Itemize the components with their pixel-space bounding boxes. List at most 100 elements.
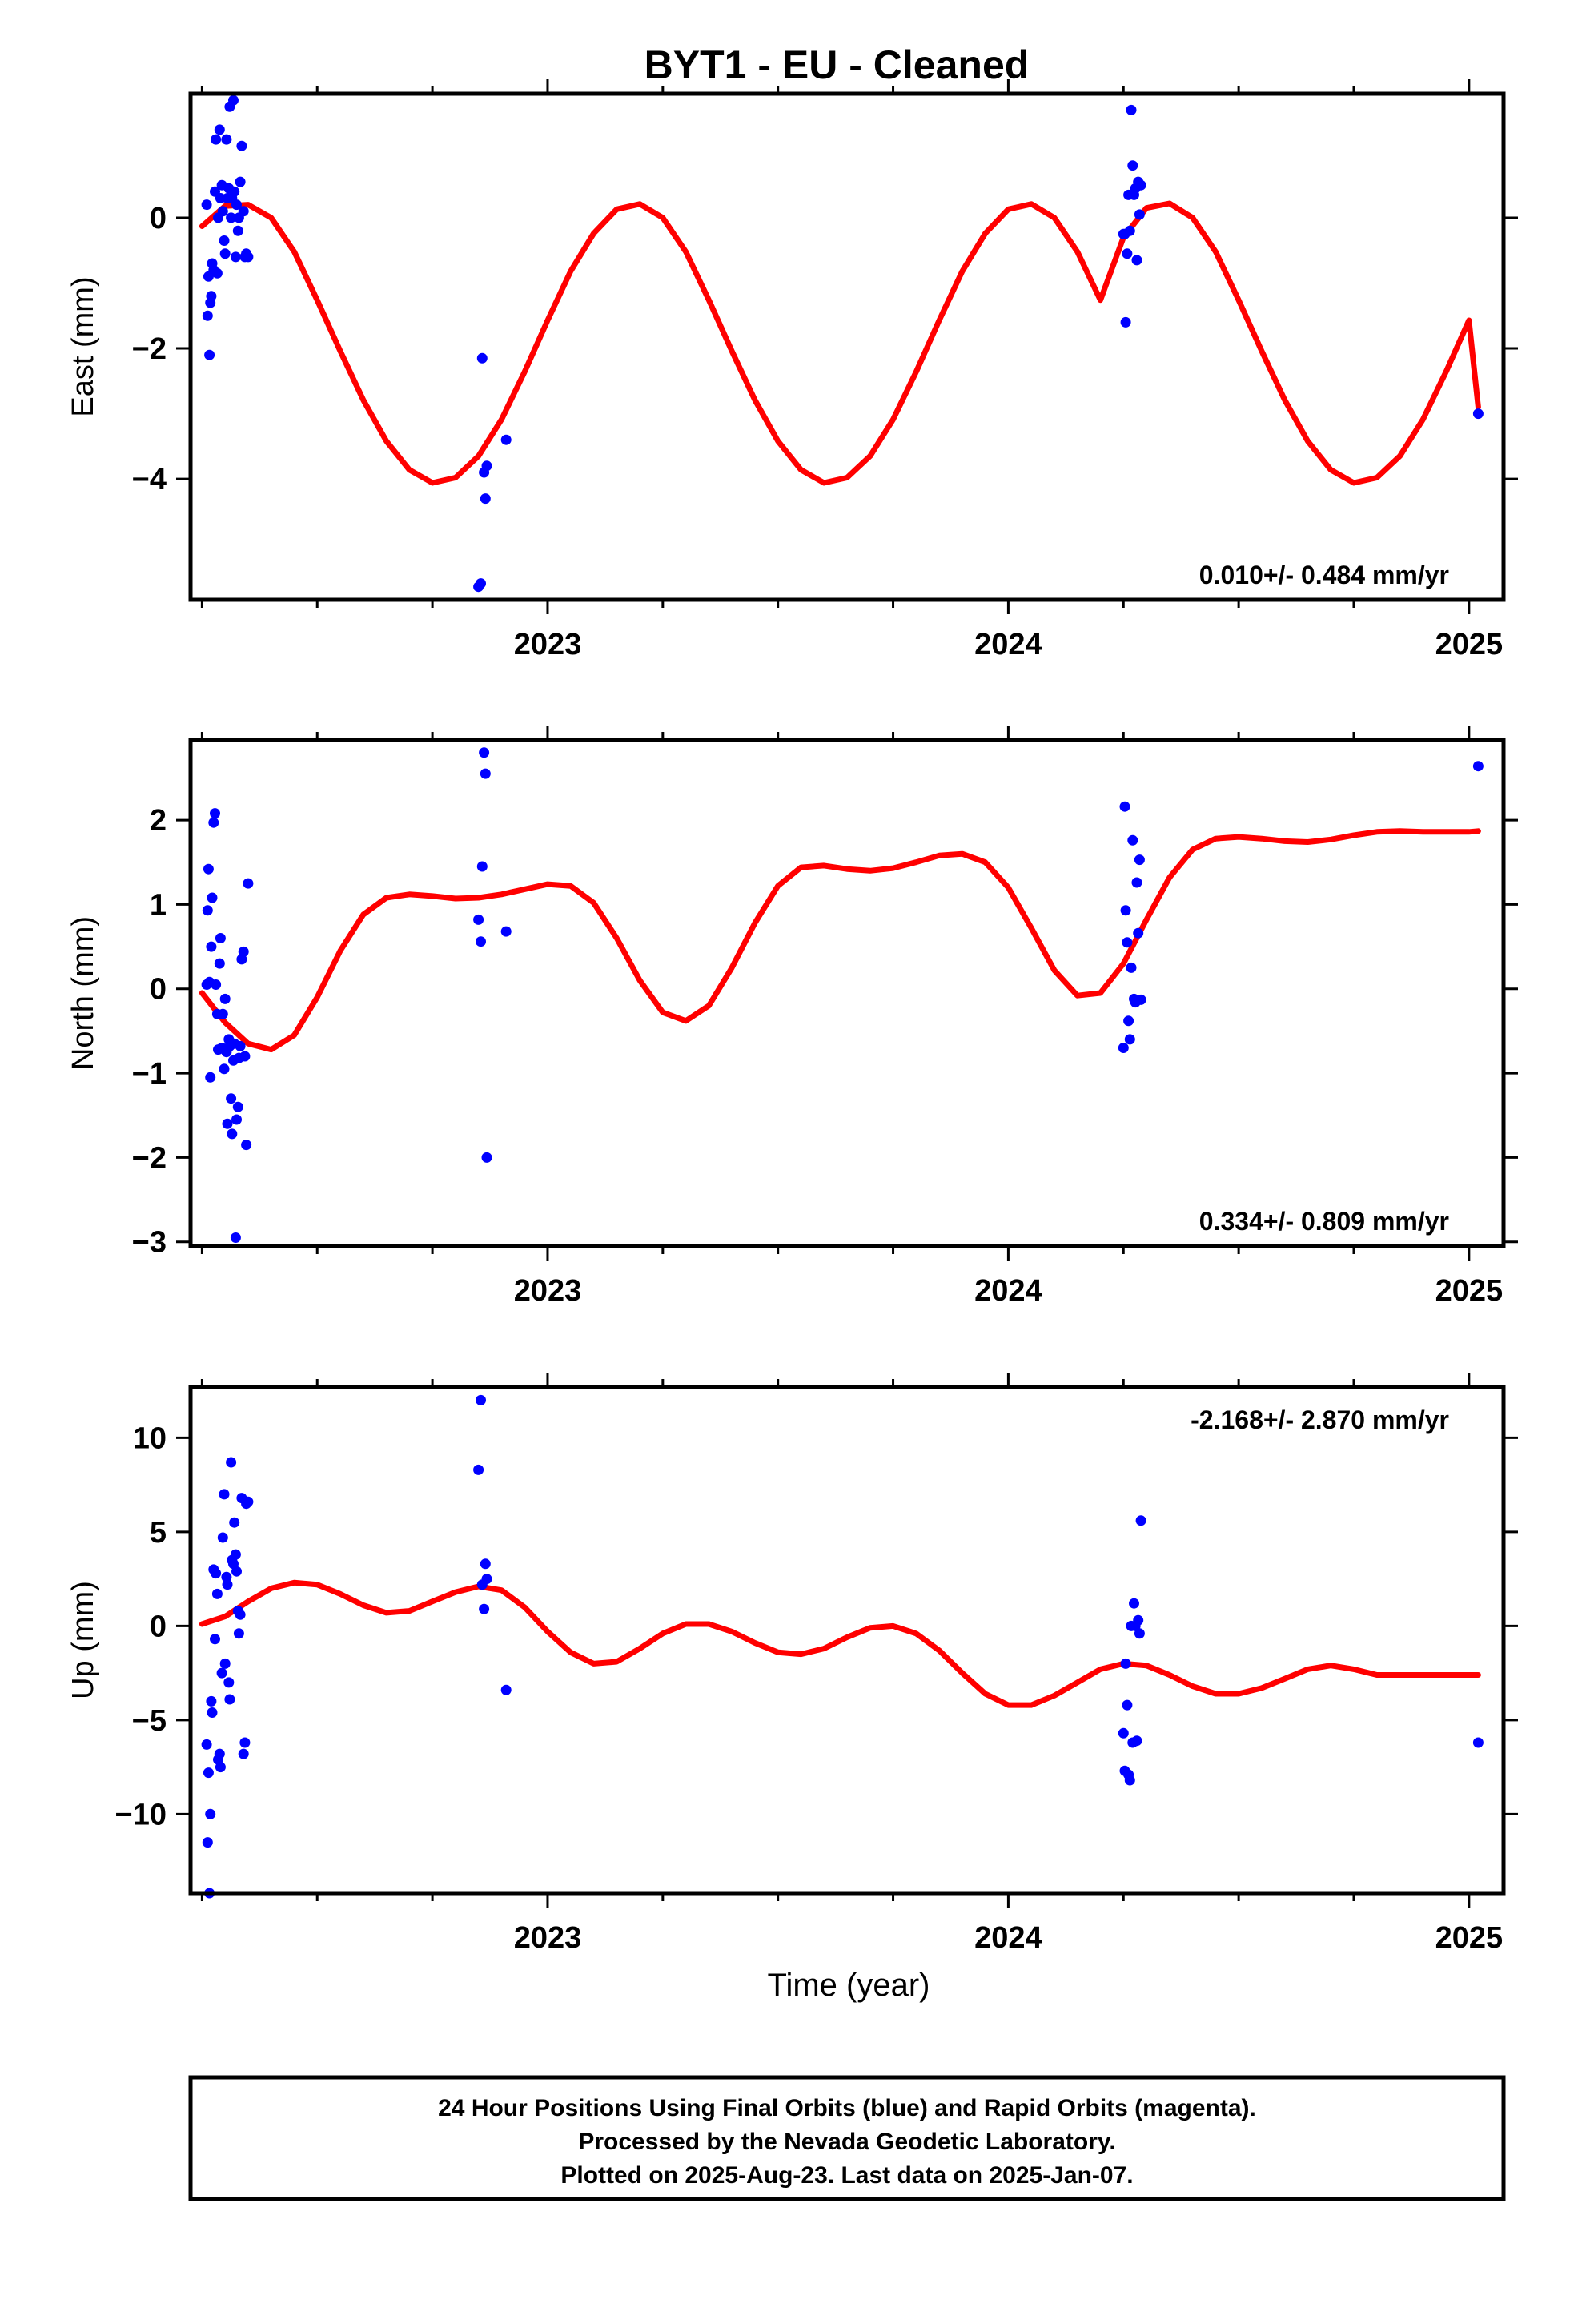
up-data-point [211, 1588, 223, 1599]
up-data-point [243, 1496, 254, 1507]
north-data-point [219, 1063, 230, 1075]
north-data-point [1133, 927, 1144, 939]
east-data-point [211, 267, 223, 279]
panel-up: 2023 2024 2025 10 5 0 −5 −10 Up (mm) -2.168+/- … [66, 1373, 1518, 1955]
east-data-point [228, 94, 239, 106]
east-data-point [1124, 225, 1135, 236]
x-axis-label: Time (year) [768, 1968, 930, 2003]
north-y-tick-label: 0 [150, 973, 167, 1007]
north-x-tick-label: 2024 [974, 1274, 1042, 1308]
east-data-point [235, 176, 246, 187]
up-data-point [229, 1517, 240, 1528]
up-data-point [1135, 1515, 1146, 1526]
up-data-point [481, 1574, 492, 1585]
north-data-point [226, 1093, 237, 1104]
up-data-point [201, 1739, 212, 1750]
east-x-tick-label: 2025 [1435, 628, 1504, 661]
up-y-axis-label: Up (mm) [66, 1581, 100, 1699]
north-data-point [480, 768, 491, 779]
footer-line-2: Processed by the Nevada Geodetic Laborat… [578, 2129, 1115, 2155]
east-data-point [204, 349, 215, 360]
east-data-point [231, 199, 242, 211]
up-data-point [1124, 1775, 1135, 1786]
north-data-point [1126, 962, 1137, 973]
up-data-point [214, 1748, 225, 1759]
east-plot-frame [188, 91, 1506, 602]
north-data-point [215, 933, 226, 943]
up-data-point [217, 1532, 228, 1543]
up-data-point [500, 1684, 512, 1695]
up-data-point [1122, 1699, 1133, 1711]
east-data-point [217, 206, 228, 217]
north-y-tick-label: 1 [150, 888, 167, 922]
up-data-point [231, 1566, 242, 1577]
north-data-point [219, 993, 231, 1004]
east-x-tick-label: 2023 [514, 628, 582, 661]
north-y-tick-label: −2 [132, 1141, 167, 1175]
up-x-tick-label: 2024 [974, 1921, 1042, 1955]
east-data-point [1127, 160, 1138, 171]
east-data-point [219, 248, 231, 259]
north-data-point [222, 1118, 233, 1129]
footer-box: 24 Hour Positions Using Final Orbits (bl… [188, 2075, 1506, 2201]
up-data-point [1131, 1735, 1142, 1747]
north-data-point [476, 861, 488, 872]
north-model-curve [199, 828, 1481, 1053]
up-data-point [226, 1457, 237, 1468]
east-data-point [1135, 179, 1146, 191]
north-data-point [1127, 834, 1138, 846]
up-data-point [219, 1658, 231, 1669]
up-data-point [216, 1667, 227, 1679]
north-y-tick-label: −1 [132, 1057, 167, 1091]
up-y-tick-label: −5 [132, 1704, 167, 1738]
up-data-point [206, 1695, 217, 1707]
up-data-point [480, 1558, 491, 1570]
up-data-point [219, 1489, 230, 1500]
north-data-point [473, 914, 484, 925]
east-data-point [201, 199, 212, 211]
north-x-tick-label: 2023 [514, 1274, 582, 1308]
up-x-tick-label: 2025 [1435, 1921, 1504, 1955]
east-data-point [480, 493, 491, 505]
north-data-point [1135, 994, 1146, 1005]
east-data-point [236, 140, 247, 151]
north-data-point [214, 958, 225, 969]
east-data-point [476, 578, 486, 589]
north-data-point [239, 1051, 251, 1062]
north-plot-frame [188, 738, 1506, 1248]
east-data-point [1120, 316, 1131, 328]
north-data-point [1123, 1015, 1134, 1027]
east-y-axis-label: East (mm) [66, 276, 100, 416]
panel-north: 2023 2024 2025 2 1 0 −1 −2 −3 North (mm) 0.334+/… [66, 726, 1518, 1308]
up-x-tick-label: 2023 [514, 1921, 582, 1955]
footer-frame [188, 2075, 1506, 2201]
footer-line-1: 24 Hour Positions Using Final Orbits (bl… [438, 2095, 1256, 2121]
north-data-point [235, 1040, 246, 1051]
north-data-point [479, 747, 490, 758]
up-data-point [479, 1603, 490, 1614]
east-data-point [476, 352, 488, 364]
footer-line-3: Plotted on 2025-Aug-23. Last data on 202… [560, 2162, 1133, 2189]
north-data-point [208, 817, 219, 828]
north-data-point [232, 1101, 243, 1112]
up-data-point [239, 1737, 251, 1748]
up-data-point [211, 1568, 222, 1579]
up-rate-label: -2.168+/- 2.870 mm/yr [1191, 1405, 1449, 1434]
up-data-point [222, 1579, 233, 1590]
up-data-point [1120, 1658, 1131, 1669]
north-data-point [210, 808, 220, 819]
north-y-axis-label: North (mm) [66, 916, 100, 1070]
north-data-point [206, 941, 217, 952]
east-data-point [1122, 248, 1133, 259]
up-plot-frame [188, 1385, 1506, 1896]
north-data-point [205, 1072, 216, 1083]
north-data-point [1122, 937, 1133, 948]
north-data-point [243, 878, 254, 889]
north-data-point [476, 936, 486, 947]
north-y-tick-label: −3 [132, 1226, 167, 1260]
east-data-point [202, 310, 213, 321]
north-data-point [203, 863, 214, 875]
up-data-point [238, 1748, 249, 1759]
north-data-point [1134, 854, 1145, 866]
